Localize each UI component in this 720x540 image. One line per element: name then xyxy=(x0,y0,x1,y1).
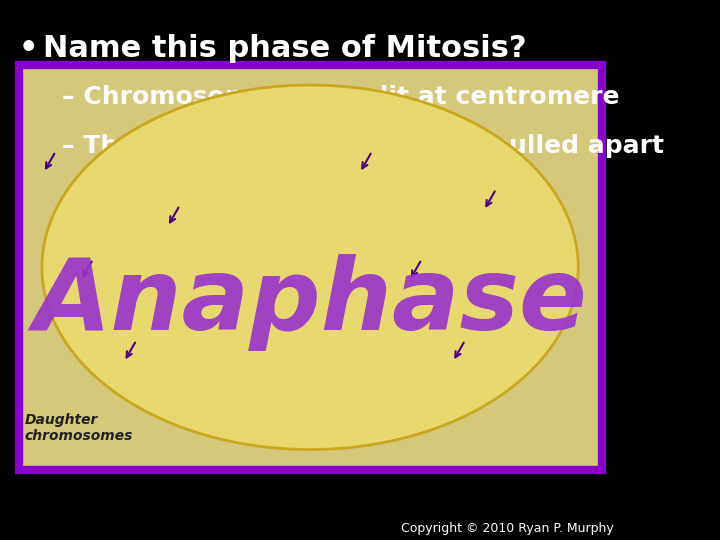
Text: – Chromosomes get split at centromere: – Chromosomes get split at centromere xyxy=(62,85,619,109)
Text: Anaphase: Anaphase xyxy=(33,254,587,351)
Text: Daughter
chromosomes: Daughter chromosomes xyxy=(24,413,133,443)
Bar xyxy=(19,65,602,470)
Ellipse shape xyxy=(42,85,578,449)
Text: Name this phase of Mitosis?: Name this phase of Mitosis? xyxy=(43,34,527,63)
Text: – The two identical copies get pulled apart: – The two identical copies get pulled ap… xyxy=(62,134,664,158)
Text: Copyright © 2010 Ryan P. Murphy: Copyright © 2010 Ryan P. Murphy xyxy=(401,522,614,535)
Text: •: • xyxy=(19,34,38,63)
